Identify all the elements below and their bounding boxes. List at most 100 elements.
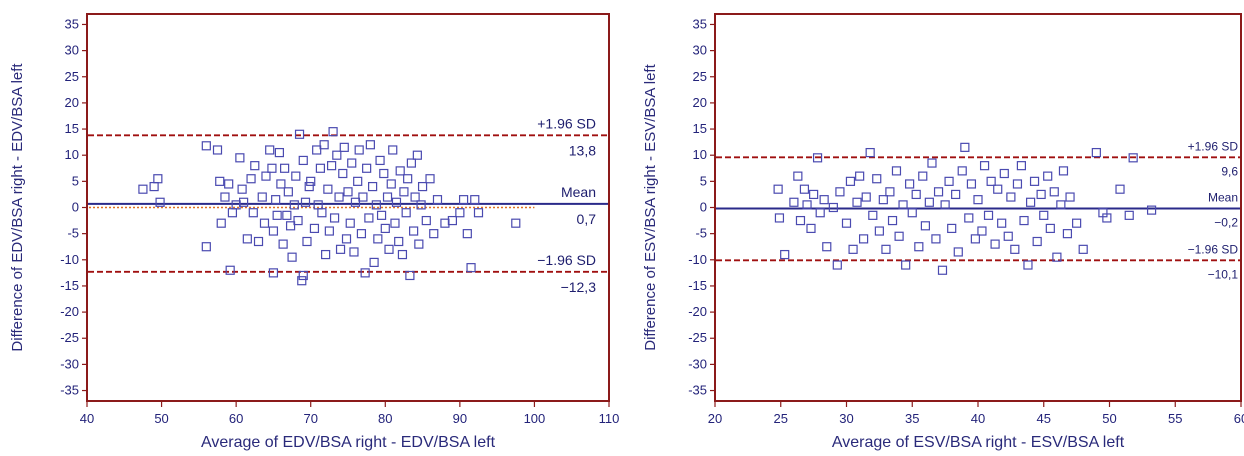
x-tick-label: 45 <box>1037 411 1051 426</box>
data-point <box>384 244 394 254</box>
data-point <box>362 163 372 173</box>
data-point <box>865 147 875 158</box>
upper-loa-label: +1.96 SD <box>1188 139 1239 153</box>
data-point <box>312 145 322 155</box>
data-point <box>828 202 838 213</box>
data-point <box>201 141 211 151</box>
x-tick-label: 60 <box>1234 411 1244 426</box>
data-point <box>394 236 404 247</box>
data-point <box>380 223 390 234</box>
data-point <box>212 145 223 155</box>
data-point <box>874 226 884 236</box>
data-point <box>343 187 353 197</box>
y-axis-label: Difference of EDV/BSA right - EDV/BSA le… <box>9 63 26 352</box>
data-point <box>466 263 476 273</box>
data-point <box>986 176 996 186</box>
data-point <box>388 145 398 155</box>
data-point <box>347 158 357 168</box>
data-point <box>291 171 301 181</box>
data-point <box>1072 218 1082 228</box>
data-point <box>153 174 163 184</box>
data-point <box>964 213 974 223</box>
x-tick-label: 40 <box>971 411 985 426</box>
data-point <box>907 208 917 218</box>
data-point <box>253 236 264 247</box>
x-tick-label: 35 <box>905 411 919 426</box>
data-point <box>237 184 247 194</box>
data-point <box>248 208 258 218</box>
data-point <box>1003 231 1013 241</box>
plot-frame <box>714 13 1242 402</box>
x-axis-label: Average of EDV/BSA right - EDV/BSA left <box>201 434 496 451</box>
data-point <box>405 270 415 281</box>
data-point <box>268 226 279 236</box>
data-point <box>341 234 352 244</box>
y-tick-label: 5 <box>700 173 707 188</box>
data-point <box>1065 192 1075 202</box>
data-point <box>332 150 342 160</box>
data-point <box>326 161 337 171</box>
data-point <box>364 213 374 223</box>
y-tick-label: 0 <box>72 200 79 215</box>
x-tick-label: 30 <box>839 411 853 426</box>
data-point <box>283 187 293 197</box>
data-point <box>1012 179 1023 189</box>
data-point <box>806 223 816 234</box>
data-point <box>285 221 296 231</box>
data-point <box>297 276 307 286</box>
data-point <box>358 192 368 202</box>
data-point <box>455 208 465 218</box>
y-axis-label: Difference of ESV/BSA right - ESV/BSA le… <box>642 63 659 350</box>
data-point <box>379 168 389 179</box>
data-point <box>271 195 281 205</box>
data-point <box>274 147 284 158</box>
data-point <box>309 223 320 234</box>
data-point <box>280 163 290 173</box>
mean-label: Mean <box>1208 191 1238 205</box>
data-point <box>149 181 159 192</box>
x-tick-label: 110 <box>599 411 620 426</box>
data-point <box>324 226 334 236</box>
y-tick-label: 35 <box>693 16 707 31</box>
data-point <box>1056 200 1066 210</box>
data-point <box>1052 252 1062 262</box>
upper-loa-label: +1.96 SD <box>537 115 596 131</box>
data-point <box>898 200 908 210</box>
data-point <box>999 168 1009 179</box>
data-point <box>272 210 282 220</box>
data-point <box>298 155 308 166</box>
x-tick-label: 100 <box>524 411 546 426</box>
data-point <box>878 195 888 205</box>
data-point <box>841 218 852 228</box>
x-tick-label: 50 <box>1102 411 1116 426</box>
data-point <box>298 270 308 281</box>
data-point <box>868 210 878 220</box>
data-point <box>138 184 148 194</box>
data-point <box>282 210 292 220</box>
data-point <box>1025 197 1036 207</box>
data-point <box>894 231 904 241</box>
data-point <box>960 142 970 152</box>
data-point <box>334 192 344 202</box>
data-point <box>1058 166 1069 176</box>
data-point <box>822 242 832 252</box>
y-tick-label: -20 <box>688 304 707 319</box>
data-point <box>373 234 383 244</box>
data-point <box>350 197 361 207</box>
data-point <box>259 218 270 228</box>
mean-value: 0,7 <box>577 211 597 227</box>
data-point <box>227 208 238 218</box>
data-point <box>409 226 419 236</box>
data-point <box>977 226 987 236</box>
y-tick-label: 15 <box>693 121 707 136</box>
data-point <box>416 200 426 210</box>
data-point <box>780 249 790 260</box>
data-point <box>1102 213 1112 223</box>
data-point <box>1115 184 1125 194</box>
data-point <box>1124 210 1134 220</box>
y-tick-label: 25 <box>65 69 79 84</box>
data-point <box>927 158 937 168</box>
